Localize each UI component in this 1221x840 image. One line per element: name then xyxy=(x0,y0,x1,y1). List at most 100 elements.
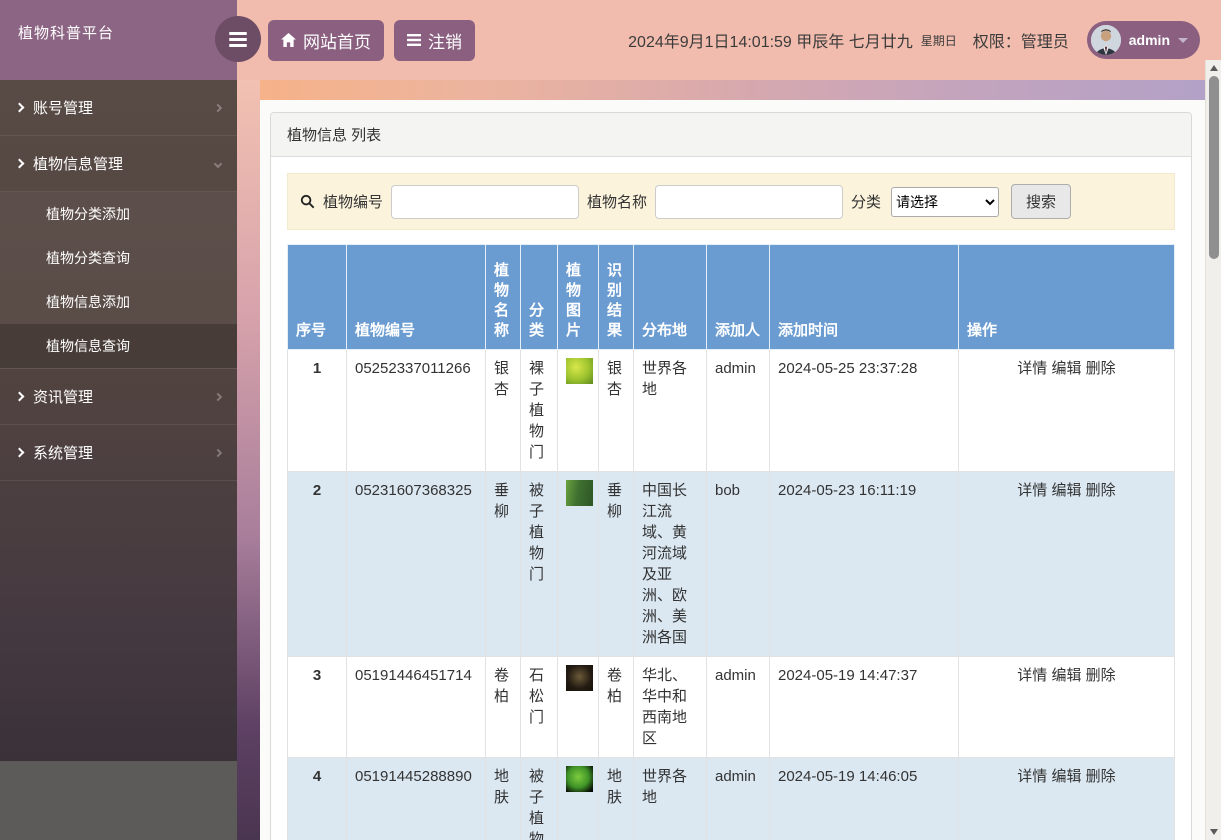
plant-image-cell xyxy=(557,757,599,840)
edit-link[interactable]: 编辑 xyxy=(1051,667,1082,684)
column-header: 植物名称 xyxy=(485,244,521,350)
time-cell: 2024-05-23 16:11:19 xyxy=(769,471,959,657)
actions-cell: 详情 编辑 删除 xyxy=(958,656,1175,758)
category-select[interactable]: 请选择 xyxy=(891,186,1000,217)
logout-button-label: 注销 xyxy=(428,32,462,52)
column-header: 序号 xyxy=(287,244,347,350)
sidebar-submenu: 植物分类添加 植物分类查询 植物信息添加 植物信息查询 xyxy=(0,192,237,369)
sidebar-subitem-info-query[interactable]: 植物信息查询 xyxy=(0,324,237,368)
delete-link[interactable]: 删除 xyxy=(1085,667,1116,684)
category-cell: 被子植物门 xyxy=(520,471,558,657)
row-number-cell: 4 xyxy=(287,757,347,840)
edit-link[interactable]: 编辑 xyxy=(1051,482,1082,499)
code-cell: 05252337011266 xyxy=(346,349,486,472)
row-number-cell: 3 xyxy=(287,656,347,758)
app-title: 植物科普平台 xyxy=(18,25,115,42)
table-row: 3 05191446451714 卷柏 石松门 卷柏 华北、华中和西南地区 admin 202… xyxy=(287,656,1175,758)
logout-button[interactable]: 注销 xyxy=(394,19,475,61)
category-cell: 石松门 xyxy=(520,656,558,758)
sidebar-subitem-info-add[interactable]: 植物信息添加 xyxy=(46,294,130,310)
sidebar-item-label: 账号管理 xyxy=(33,100,94,117)
result-cell: 垂柳 xyxy=(598,471,634,657)
chevron-right-icon xyxy=(213,448,223,457)
area-cell: 世界各地 xyxy=(633,349,707,472)
delete-link[interactable]: 删除 xyxy=(1085,482,1116,499)
row-number-cell: 2 xyxy=(287,471,347,657)
main-content: 植物信息 列表 植物编号 植物名称 分类 请选择 搜索 xyxy=(260,100,1205,840)
row-number-cell: 1 xyxy=(287,349,347,472)
detail-link[interactable]: 详情 xyxy=(1017,482,1048,499)
sidebar-item-plant-info[interactable]: 植物信息管理 xyxy=(0,136,237,192)
ginkgo-thumbnail xyxy=(566,358,593,384)
sidebar-item-label: 植物信息管理 xyxy=(33,156,124,173)
column-header: 分类 xyxy=(520,244,558,350)
plant-list-panel: 植物信息 列表 植物编号 植物名称 分类 请选择 搜索 xyxy=(270,112,1192,840)
area-cell: 华北、华中和西南地区 xyxy=(633,656,707,758)
vertical-scrollbar[interactable] xyxy=(1205,60,1221,840)
willow-thumbnail xyxy=(566,480,593,506)
sidebar-item-system[interactable]: 系统管理 xyxy=(0,425,237,481)
search-icon xyxy=(300,194,315,209)
avatar xyxy=(1090,25,1121,55)
time-cell: 2024-05-25 23:37:28 xyxy=(769,349,959,472)
chevron-right-icon xyxy=(14,102,25,113)
scroll-up-arrow-icon[interactable] xyxy=(1210,65,1218,71)
home-button[interactable]: 网站首页 xyxy=(268,19,384,61)
selaginella-thumbnail xyxy=(566,665,593,691)
search-bar: 植物编号 植物名称 分类 请选择 搜索 xyxy=(287,173,1175,230)
top-bar: 网站首页 注销 2024年9月1日14:01:59 甲辰年 七月廿九 星期日 权… xyxy=(237,0,1221,80)
plant-name-input[interactable] xyxy=(655,184,844,219)
result-cell: 银杏 xyxy=(598,349,634,472)
home-button-label: 网站首页 xyxy=(303,32,371,52)
plant-no-input[interactable] xyxy=(391,184,580,219)
plant-table-body: 1 05252337011266 银杏 裸子植物门 银杏 世界各地 admin 2024-05… xyxy=(287,349,1175,840)
hamburger-icon xyxy=(229,31,247,47)
column-header: 添加时间 xyxy=(769,244,959,350)
sidebar-item-account[interactable]: 账号管理 xyxy=(0,80,237,136)
actions-cell: 详情 编辑 删除 xyxy=(958,757,1175,840)
plant-image-cell xyxy=(557,656,599,758)
table-header-row: 序号 植物编号 植物名称 分类 植物图片 识别结果 分布地 添加人 添加时间 操作 xyxy=(287,244,1175,350)
chevron-down-icon xyxy=(213,159,223,168)
column-header: 植物图片 xyxy=(557,244,599,350)
plant-table: 序号 植物编号 植物名称 分类 植物图片 识别结果 分布地 添加人 添加时间 操作 1 052523… xyxy=(287,244,1175,840)
sidebar-item-news[interactable]: 资讯管理 xyxy=(0,369,237,425)
chevron-right-icon xyxy=(14,447,25,458)
delete-link[interactable]: 删除 xyxy=(1085,360,1116,377)
sidebar-item-label: 系统管理 xyxy=(33,445,94,462)
category-label: 分类 xyxy=(851,194,882,211)
delete-link[interactable]: 删除 xyxy=(1085,768,1116,785)
code-cell: 05231607368325 xyxy=(346,471,486,657)
name-cell: 垂柳 xyxy=(485,471,521,657)
search-button[interactable]: 搜索 xyxy=(1011,184,1072,219)
scrollbar-thumb[interactable] xyxy=(1209,76,1219,259)
adder-cell: admin xyxy=(706,349,770,472)
time-cell: 2024-05-19 14:47:37 xyxy=(769,656,959,758)
sidebar-toggle-button[interactable] xyxy=(215,16,261,62)
sidebar-subitem-category-query[interactable]: 植物分类查询 xyxy=(46,250,130,266)
edit-link[interactable]: 编辑 xyxy=(1051,360,1082,377)
detail-link[interactable]: 详情 xyxy=(1017,768,1048,785)
column-header: 植物编号 xyxy=(346,244,486,350)
scroll-down-arrow-icon[interactable] xyxy=(1210,829,1218,835)
user-menu[interactable]: admin xyxy=(1086,21,1200,59)
actions-cell: 详情 编辑 删除 xyxy=(958,349,1175,472)
time-cell: 2024-05-19 14:46:05 xyxy=(769,757,959,840)
edit-link[interactable]: 编辑 xyxy=(1051,768,1082,785)
chevron-down-icon xyxy=(1178,37,1188,43)
detail-link[interactable]: 详情 xyxy=(1017,360,1048,377)
panel-title: 植物信息 列表 xyxy=(271,113,1191,157)
permission-text: 权限：管理员 xyxy=(972,34,1069,51)
sidebar: 账号管理 植物信息管理 植物分类添加 植物分类查询 植物信息添加 植物信息查询 … xyxy=(0,80,237,761)
column-header: 操作 xyxy=(958,244,1175,350)
plant-image-cell xyxy=(557,471,599,657)
sidebar-subitem-category-add[interactable]: 植物分类添加 xyxy=(46,206,130,222)
detail-link[interactable]: 详情 xyxy=(1017,667,1048,684)
code-cell: 05191445288890 xyxy=(346,757,486,840)
category-cell: 裸子植物门 xyxy=(520,349,558,472)
code-cell: 05191446451714 xyxy=(346,656,486,758)
area-cell: 世界各地 xyxy=(633,757,707,840)
adder-cell: admin xyxy=(706,757,770,840)
sidebar-item-label: 资讯管理 xyxy=(33,389,94,406)
column-header: 添加人 xyxy=(706,244,770,350)
